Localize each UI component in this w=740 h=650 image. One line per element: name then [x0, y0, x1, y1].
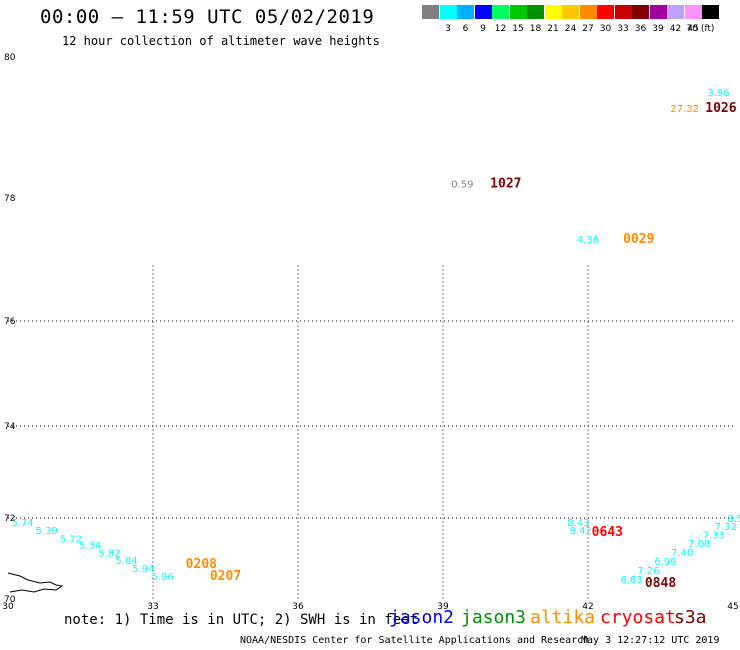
- wave-height-label: 7.40: [671, 548, 693, 559]
- legend-label: 18: [529, 24, 542, 34]
- legend-swatch: [509, 5, 527, 19]
- wave-height-label: 7.33: [703, 530, 725, 541]
- legend-label: 36: [634, 24, 647, 34]
- legend-swatch: [684, 5, 702, 19]
- wave-height-label: 4.36: [577, 235, 599, 246]
- legend-label: 39: [652, 24, 664, 34]
- legend-label: 45: [687, 24, 699, 34]
- wave-height-label: 7.26: [637, 566, 659, 577]
- legend-swatch: [457, 5, 474, 19]
- satellite-name-jason2: jason2: [389, 607, 455, 628]
- legend-swatch: [702, 5, 719, 19]
- satellite-name-altika: altika: [530, 607, 596, 628]
- legend-label: 42: [669, 24, 682, 34]
- legend-unit-label: 70 (ft): [686, 24, 715, 34]
- legend-swatch: [422, 5, 439, 19]
- pass-time-label: 1026: [705, 101, 736, 116]
- pass-time-label: 1027: [490, 176, 521, 191]
- legend-label: 9: [480, 24, 486, 34]
- y-tick-label: 80: [4, 53, 16, 63]
- legend-swatch: [562, 5, 579, 19]
- wave-height-label: 5.72: [60, 534, 82, 545]
- legend-label: 3: [445, 24, 451, 34]
- satellite-name-jason3: jason3: [461, 607, 527, 628]
- wave-height-label: 5.39: [36, 526, 58, 537]
- chart-title: 00:00 – 11:59 UTC 05/02/2019: [40, 6, 375, 28]
- x-tick-label: 39: [437, 602, 449, 612]
- pass-time-label: 0643: [592, 525, 623, 540]
- y-tick-label: 70: [4, 595, 16, 605]
- legend-swatch: [614, 5, 632, 19]
- legend-swatch: [597, 5, 614, 19]
- footer-note: note: 1) Time is in UTC; 2) SWH is in fe…: [64, 612, 419, 628]
- wave-height-label: 8.5: [727, 514, 740, 525]
- legend-label: 24: [564, 24, 577, 34]
- wave-height-label: 27.32: [670, 104, 699, 115]
- y-tick-label: 78: [4, 194, 16, 204]
- legend-label: 33: [617, 24, 629, 34]
- wave-height-label: 8.42: [570, 526, 592, 537]
- legend-label: 21: [547, 24, 559, 34]
- wave-height-label: 5.74: [11, 518, 33, 529]
- wave-height-label: 6.63: [620, 575, 642, 586]
- legend-label: 30: [599, 24, 612, 34]
- legend-swatch: [492, 5, 509, 19]
- x-tick-label: 42: [582, 602, 593, 612]
- legend-swatch: [527, 5, 544, 19]
- satellite-name-s3a: s3a: [674, 607, 707, 628]
- pass-time-label: 0848: [645, 576, 676, 591]
- x-tick-label: 33: [147, 602, 158, 612]
- legend-swatch: [439, 5, 457, 19]
- wave-height-label: 5.96: [152, 572, 174, 583]
- wave-height-label: 5.82: [98, 548, 120, 559]
- wave-height-label: 5.34: [79, 540, 101, 551]
- legend-label: 15: [512, 24, 524, 34]
- y-tick-label: 72: [4, 514, 15, 524]
- legend-swatch: [649, 5, 667, 19]
- wave-height-label: 5.84: [115, 556, 137, 567]
- legend-swatch: [544, 5, 562, 19]
- wave-height-label: 5.94: [132, 564, 154, 575]
- wave-height-label: 7.08: [688, 539, 710, 550]
- legend-label: 12: [494, 24, 507, 34]
- wave-height-label: 7.32: [715, 522, 737, 533]
- credit-text: NOAA/NESDIS Center for Satellite Applica…: [240, 635, 590, 646]
- legend-swatch: [474, 5, 492, 19]
- y-tick-label: 74: [4, 422, 16, 432]
- x-tick-label: 30: [2, 602, 14, 612]
- x-tick-label: 45: [727, 602, 738, 612]
- wave-height-label: 3.96: [707, 88, 729, 99]
- legend-swatch: [667, 5, 684, 19]
- wave-height-label: 0.59: [451, 179, 473, 190]
- pass-time-label: 0207: [210, 569, 241, 584]
- wave-height-label: 6.99: [654, 557, 676, 568]
- chart-subtitle: 12 hour collection of altimeter wave hei…: [62, 34, 380, 48]
- legend-label: 27: [582, 24, 594, 34]
- pass-time-label: 0029: [623, 232, 654, 247]
- legend-label: 6: [462, 24, 469, 34]
- coastline: [7, 572, 64, 593]
- legend-swatch: [579, 5, 597, 19]
- y-tick-label: 76: [4, 317, 16, 327]
- pass-time-label: 0208: [186, 557, 217, 572]
- wave-height-label: 8.43: [567, 518, 589, 529]
- x-tick-label: 36: [292, 602, 304, 612]
- satellite-name-cryosat: cryosat: [600, 607, 676, 628]
- legend-swatch: [632, 5, 649, 19]
- generated-timestamp: May 3 12:27:12 UTC 2019: [581, 635, 720, 646]
